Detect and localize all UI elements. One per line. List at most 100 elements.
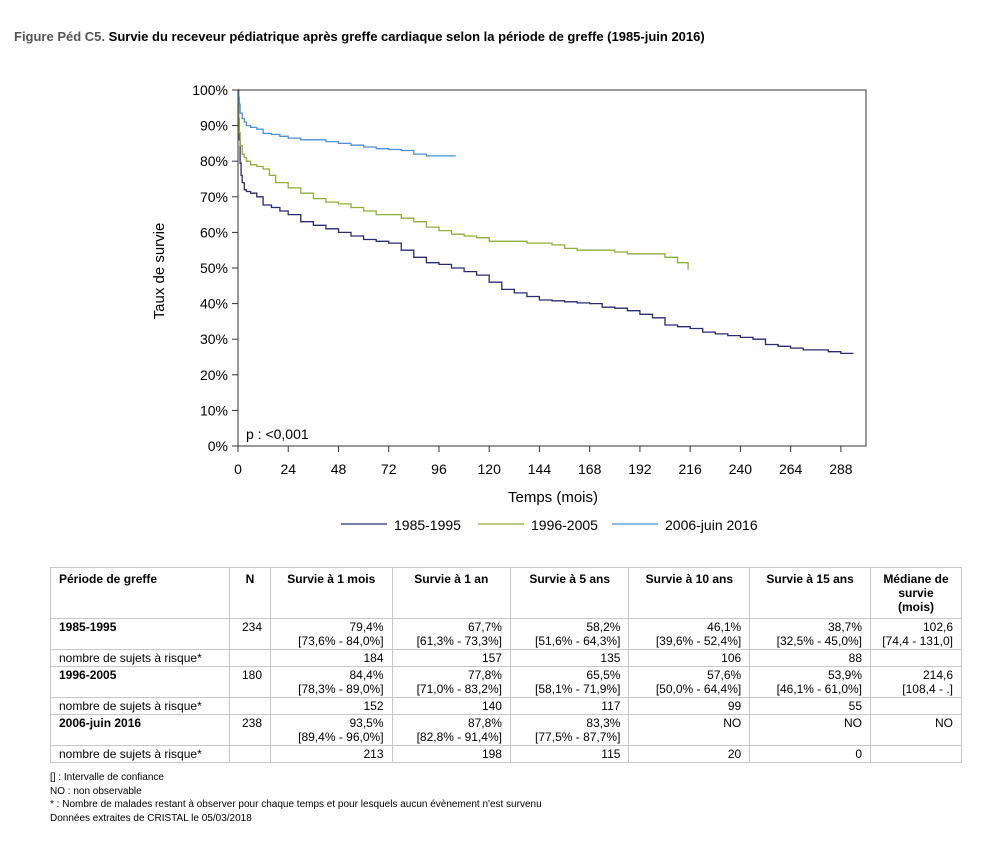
y-tick-label: 60%: [200, 224, 228, 240]
survival-value: 87,8%: [467, 716, 502, 730]
survival-cell: 79,4% [73,6% - 84,0%]: [270, 618, 393, 650]
confidence-interval: [637, 730, 741, 744]
empty-cell: [229, 697, 271, 715]
survival-value: 84,4%: [349, 668, 384, 682]
figure-title: Figure Péd C5. Survie du receveur pédiat…: [14, 29, 705, 44]
survival-cell: 65,5% [58,1% - 71,9%]: [509, 666, 630, 698]
x-tick-label: 240: [729, 461, 753, 477]
survival-value: 46,1%: [707, 620, 742, 634]
x-tick-label: 120: [478, 461, 502, 477]
at-risk-cell: 0: [749, 745, 871, 763]
confidence-interval: [32,5% - 45,0%]: [776, 634, 862, 648]
confidence-interval: [46,1% - 61,0%]: [776, 682, 862, 696]
survival-value: 65,5%: [586, 668, 621, 682]
at-risk-row: nombre de sujets à risque* 213 198 115 20 0: [50, 745, 962, 763]
at-risk-cell: 213: [270, 745, 393, 763]
figure-label: Figure Péd C5.: [14, 29, 106, 44]
x-axis-label: Temps (mois): [508, 489, 598, 506]
survival-cell: 67,7% [61,3% - 73,3%]: [391, 618, 511, 650]
at-risk-cell: 55: [749, 697, 871, 715]
survival-cell: NO: [749, 714, 871, 746]
footnote: Données extraites de CRISTAL le 05/03/20…: [50, 812, 252, 824]
series-line-2: [237, 89, 689, 270]
figure-title-text: Survie du receveur pédiatrique après gre…: [108, 29, 705, 44]
survival-value: 58,2%: [586, 620, 621, 634]
confidence-interval: [879, 730, 953, 744]
at-risk-label: nombre de sujets à risque*: [50, 649, 230, 667]
x-tick-label: 264: [779, 461, 803, 477]
survival-cell: 214,6 [108,4 - .]: [870, 666, 962, 698]
header-period: Période de greffe: [50, 567, 230, 619]
x-tick-label: 192: [628, 461, 652, 477]
y-tick-label: 10%: [200, 402, 228, 418]
legend-label: 1996-2005: [531, 517, 598, 533]
survival-table: Période de greffe N Survie à 1 mois Surv…: [50, 567, 962, 763]
confidence-interval: [58,1% - 71,9%]: [535, 682, 621, 696]
p-value-annotation: p : <0,001: [246, 426, 309, 442]
y-tick-label: 0%: [208, 438, 228, 454]
survival-value: 102,6: [922, 620, 953, 634]
header-n: N: [229, 567, 271, 619]
at-risk-row: nombre de sujets à risque* 152 140 117 99 55: [50, 697, 962, 715]
survival-cell: 87,8% [82,8% - 91,4%]: [391, 714, 511, 746]
x-tick-label: 48: [331, 461, 347, 477]
y-tick-label: 50%: [200, 260, 228, 276]
n-cell: 180: [229, 666, 271, 698]
n-cell: 238: [229, 714, 271, 746]
plot-frame: [237, 89, 867, 447]
at-risk-label: nombre de sujets à risque*: [50, 697, 230, 715]
survival-value: NO: [935, 716, 953, 730]
legend-label: 1985-1995: [394, 517, 461, 533]
at-risk-cell: 184: [270, 649, 393, 667]
empty-cell: [229, 649, 271, 667]
at-risk-cell: 157: [391, 649, 511, 667]
footnotes: [] : Intervalle de confiance NO : non ob…: [50, 771, 542, 825]
y-tick-label: 80%: [200, 153, 228, 169]
survival-value: 83,3%: [586, 716, 621, 730]
survival-value: 53,9%: [827, 668, 862, 682]
at-risk-cell: 135: [509, 649, 630, 667]
header-10-years: Survie à 10 ans: [628, 567, 751, 619]
period-cell: 2006-juin 2016: [50, 714, 230, 746]
header-1-year: Survie à 1 an: [391, 567, 511, 619]
survival-value: NO: [844, 716, 862, 730]
period-cell: 1996-2005: [50, 666, 230, 698]
at-risk-cell: 88: [749, 649, 871, 667]
at-risk-row: nombre de sujets à risque* 184 157 135 106 88: [50, 649, 962, 667]
at-risk-cell: 106: [628, 649, 751, 667]
y-tick-label: 30%: [200, 331, 228, 347]
survival-value: 214,6: [922, 668, 953, 682]
table-header-row: Période de greffe N Survie à 1 mois Surv…: [50, 567, 962, 619]
survival-cell: 84,4% [78,3% - 89,0%]: [270, 666, 393, 698]
survival-cell: NO: [628, 714, 751, 746]
confidence-interval: [61,3% - 73,3%]: [416, 634, 502, 648]
x-tick-label: 72: [381, 461, 397, 477]
at-risk-cell: 152: [270, 697, 393, 715]
confidence-interval: [71,0% - 83,2%]: [416, 682, 502, 696]
at-risk-cell: 117: [509, 697, 630, 715]
header-15-years: Survie à 15 ans: [749, 567, 871, 619]
at-risk-cell: 115: [509, 745, 630, 763]
footnote: NO : non observable: [50, 785, 142, 797]
survival-cell: 83,3% [77,5% - 87,7%]: [509, 714, 630, 746]
x-tick-label: 168: [578, 461, 602, 477]
confidence-interval: [108,4 - .]: [902, 682, 953, 696]
survival-cell: 38,7% [32,5% - 45,0%]: [749, 618, 871, 650]
survival-cell: 53,9% [46,1% - 61,0%]: [749, 666, 871, 698]
x-tick-label: 96: [431, 461, 447, 477]
survival-value: 79,4%: [349, 620, 384, 634]
survival-value: NO: [723, 716, 742, 730]
header-5-years: Survie à 5 ans: [509, 567, 630, 619]
survival-value: 67,7%: [467, 620, 502, 634]
at-risk-cell: [870, 649, 962, 667]
y-tick-label: 40%: [200, 296, 228, 312]
survival-cell: 77,8% [71,0% - 83,2%]: [391, 666, 511, 698]
y-tick-label: 100%: [192, 82, 228, 98]
at-risk-cell: 99: [628, 697, 751, 715]
confidence-interval: [758, 730, 862, 744]
x-tick-label: 288: [829, 461, 853, 477]
y-tick-label: 20%: [200, 367, 228, 383]
at-risk-cell: 198: [391, 745, 511, 763]
survival-cell: NO: [870, 714, 962, 746]
x-tick-label: 24: [280, 461, 296, 477]
